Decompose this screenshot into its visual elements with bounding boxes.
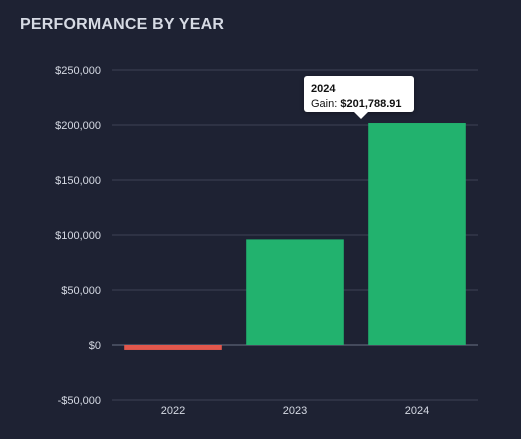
- y-tick-label: $150,000: [55, 175, 101, 187]
- bar-2022: [124, 345, 222, 350]
- y-tick-label: $200,000: [55, 120, 101, 132]
- y-tick-label: -$50,000: [58, 395, 101, 407]
- tooltip-title: 2024: [311, 83, 336, 95]
- x-tick-label: 2022: [161, 405, 185, 417]
- y-tick-label: $50,000: [61, 285, 101, 297]
- y-tick-label: $100,000: [55, 230, 101, 242]
- y-tick-label: $250,000: [55, 65, 101, 77]
- x-tick-label: 2023: [283, 405, 307, 417]
- tooltip-label: Gain:: [311, 98, 338, 110]
- y-tick-label: $0: [89, 340, 101, 352]
- bar-tooltip: 2024 Gain: $201,788.91: [304, 76, 414, 119]
- x-tick-label: 2024: [405, 405, 429, 417]
- bar-2023: [246, 239, 344, 345]
- bar-2024: [368, 123, 466, 345]
- chart-title: PERFORMANCE BY YEAR: [20, 16, 225, 33]
- tooltip-pointer: [354, 112, 368, 119]
- tooltip-value: $201,788.91: [340, 98, 402, 110]
